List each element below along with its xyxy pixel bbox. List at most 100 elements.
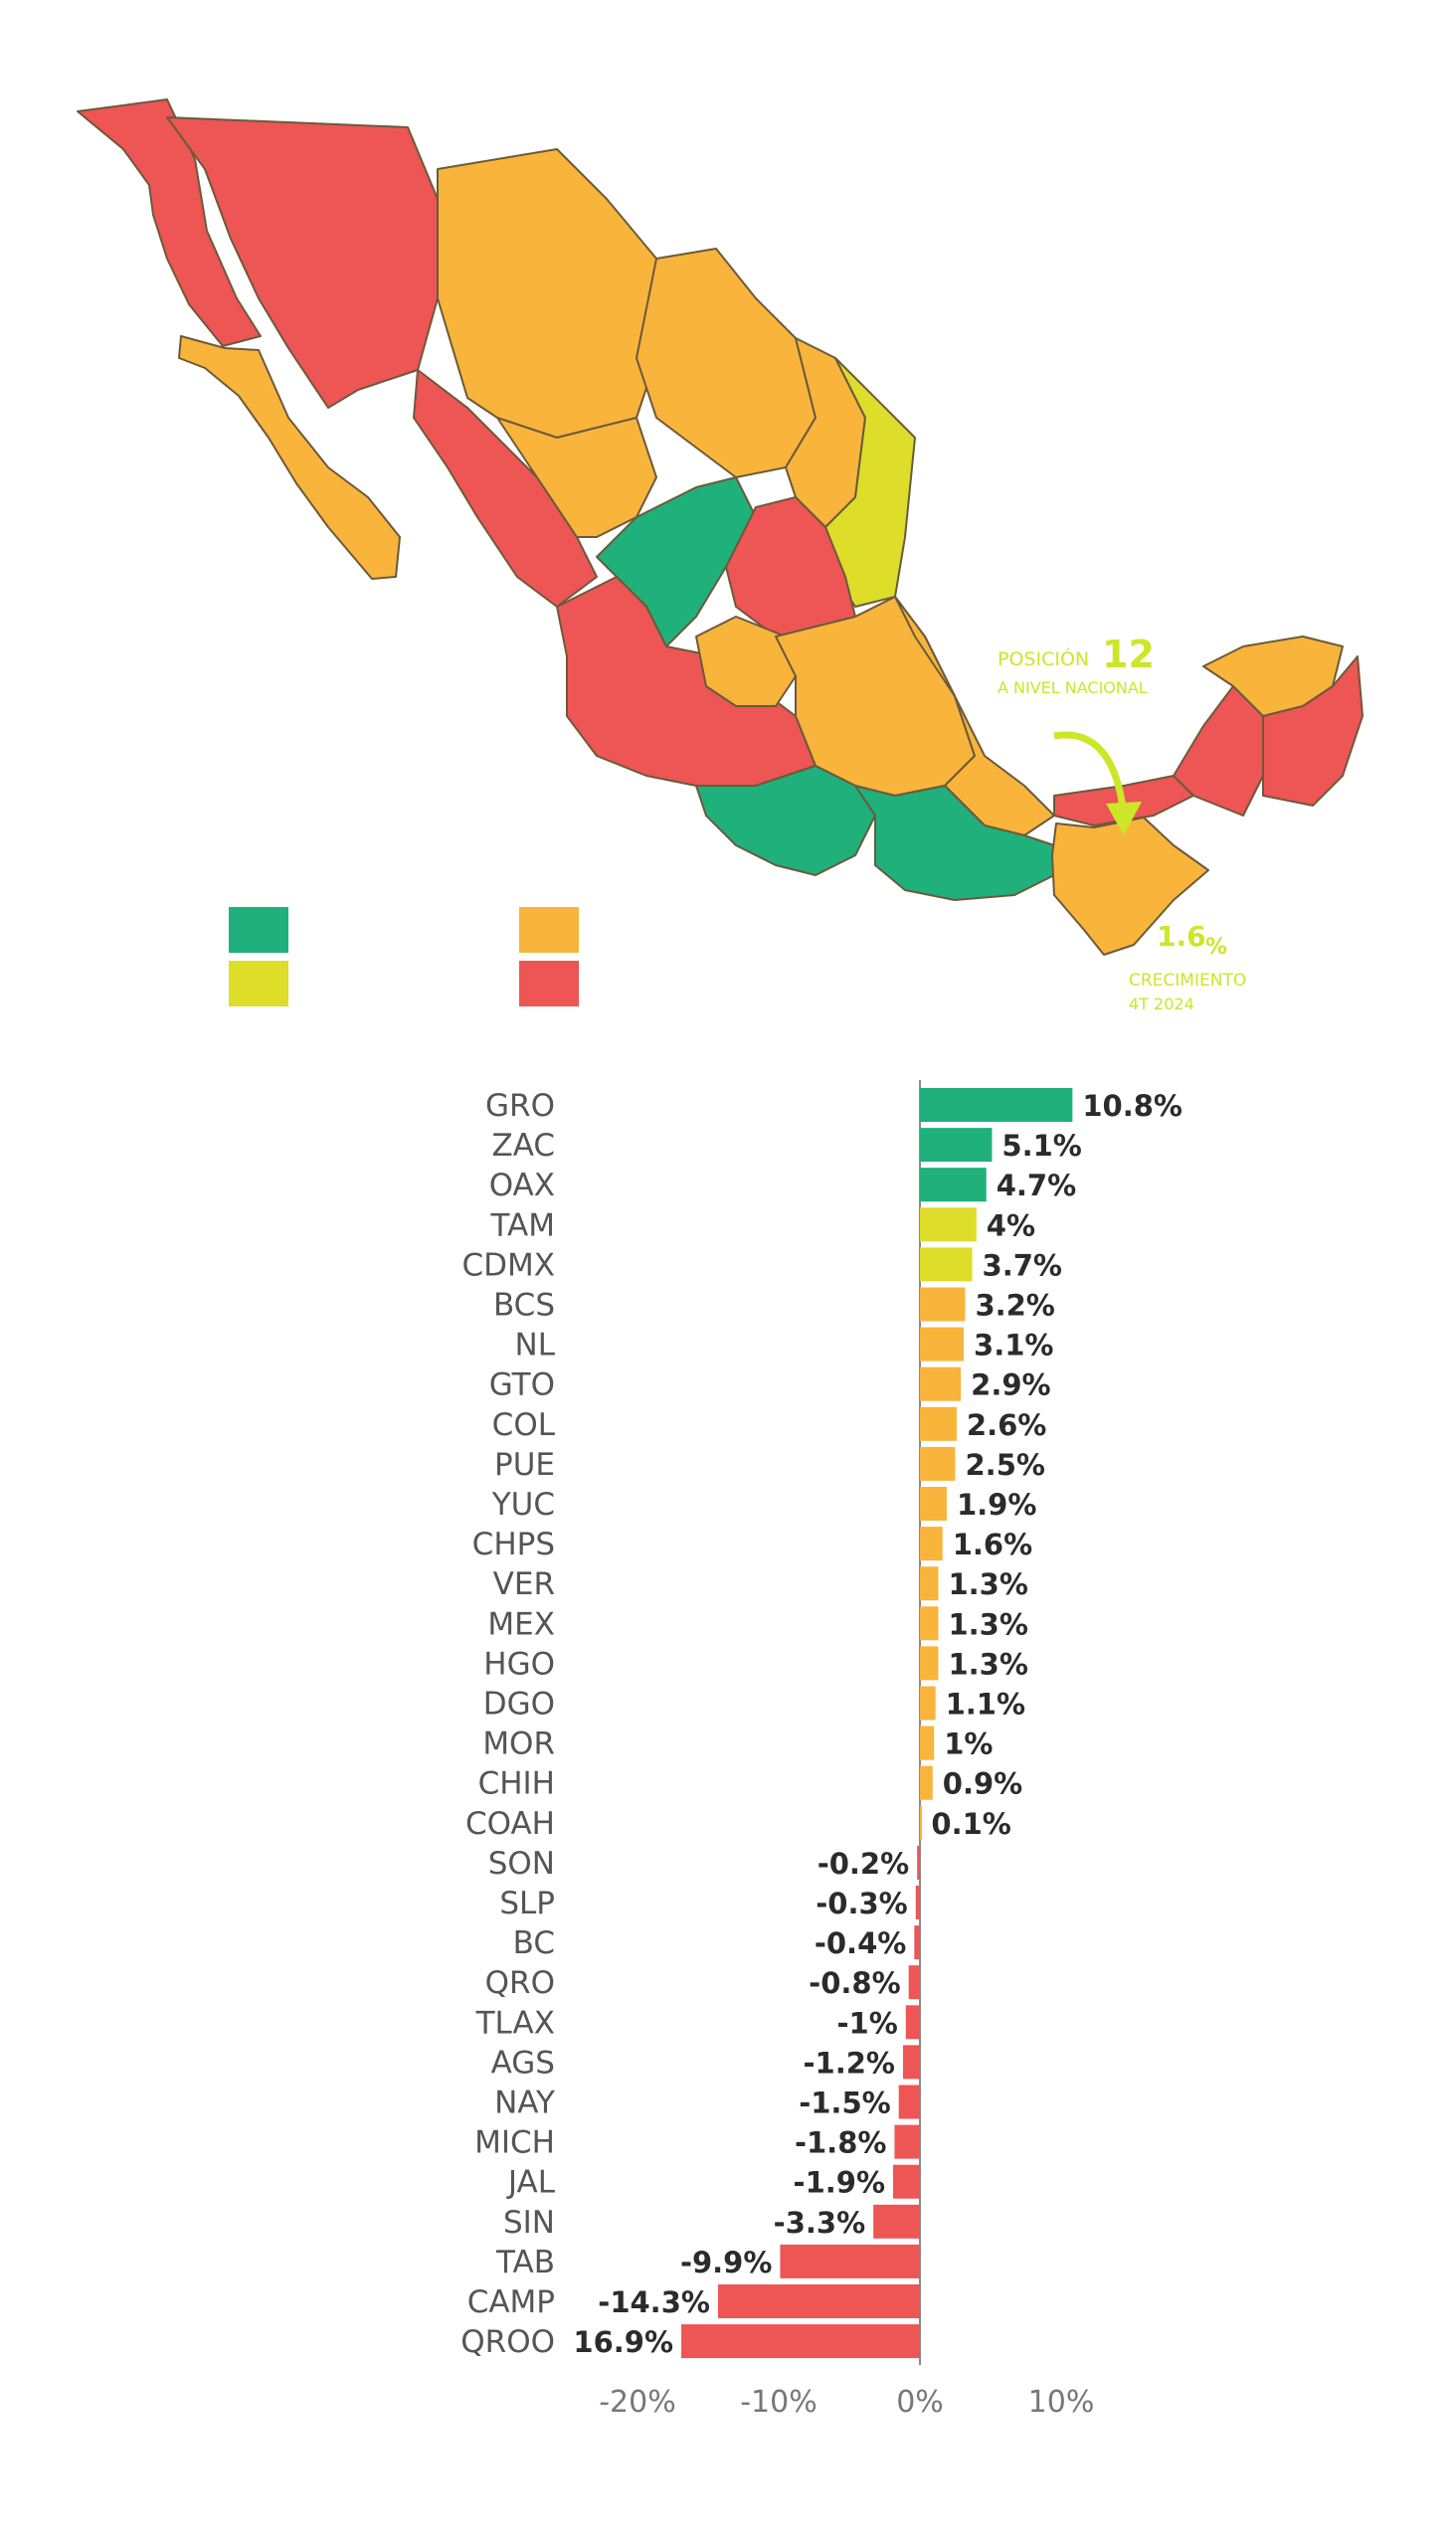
growth-unit: % — [1205, 935, 1228, 960]
value-label: 16.9% — [573, 2325, 673, 2359]
region-baja-california-sur — [178, 335, 401, 580]
bar — [780, 2244, 920, 2278]
category-label: VER — [493, 1566, 555, 1602]
bar — [920, 1168, 987, 1202]
category-label: COL — [492, 1407, 556, 1443]
legend-swatch-green — [229, 907, 288, 953]
category-label: MICH — [474, 2125, 555, 2161]
value-label: -3.3% — [774, 2206, 865, 2240]
value-label: 5.1% — [1001, 1129, 1081, 1163]
category-label: MOR — [482, 1727, 555, 1762]
x-tick-label: 0% — [896, 2385, 944, 2420]
category-label: SON — [488, 1846, 555, 1882]
value-label: -0.3% — [816, 1887, 907, 1920]
value-label: -1.2% — [803, 2046, 894, 2080]
bar — [920, 1446, 956, 1481]
value-label: 0.1% — [931, 1807, 1010, 1841]
legend-swatch-red — [519, 961, 579, 1006]
value-label: 3.2% — [975, 1289, 1054, 1323]
bar — [908, 1965, 920, 2000]
category-label: SIN — [503, 2205, 555, 2241]
category-label: AGS — [491, 2045, 555, 2081]
bar — [920, 1406, 957, 1441]
value-label: 3.1% — [974, 1329, 1053, 1363]
bar — [873, 2204, 920, 2239]
bar — [920, 1805, 922, 1840]
category-label: CHPS — [472, 1527, 555, 1562]
value-label: 1% — [944, 1728, 993, 1761]
value-label: 1.3% — [948, 1607, 1027, 1641]
value-label: -1.8% — [795, 2126, 886, 2160]
category-label: BCS — [493, 1288, 555, 1324]
value-label: 1.3% — [948, 1647, 1027, 1681]
bar — [914, 1925, 920, 1960]
category-label: CHIH — [478, 1766, 555, 1802]
bar — [920, 1646, 939, 1681]
value-label: 2.9% — [971, 1368, 1050, 1402]
category-label: QROO — [460, 2324, 555, 2360]
bar — [920, 1128, 993, 1163]
growth-value: 1.6 — [1157, 920, 1206, 953]
callout-arrowhead — [1106, 802, 1142, 835]
legend-swatch-orange — [519, 907, 579, 953]
bar — [894, 2124, 920, 2159]
category-label: JAL — [506, 2165, 556, 2201]
x-tick-label: -20% — [599, 2385, 676, 2420]
value-label: 4.7% — [997, 1169, 1076, 1202]
value-label: 1.1% — [946, 1688, 1025, 1722]
bar — [917, 1845, 920, 1880]
value-label: 3.7% — [983, 1248, 1062, 1282]
value-label: -14.3% — [598, 2285, 710, 2319]
value-label: -0.2% — [818, 1847, 909, 1881]
bar — [920, 1566, 939, 1601]
category-label: CDMX — [462, 1247, 556, 1283]
region-quintana-roo — [1262, 655, 1364, 807]
bar — [920, 1088, 1073, 1122]
growth-label-1: CRECIMIENTO — [1129, 971, 1247, 991]
bar — [902, 2045, 920, 2080]
category-label: CAMP — [467, 2284, 555, 2320]
bar — [920, 1606, 939, 1641]
posicion-value: 12 — [1102, 633, 1155, 676]
value-label: 2.6% — [967, 1408, 1046, 1442]
value-label: 1.6% — [953, 1528, 1032, 1561]
category-label: YUC — [491, 1487, 555, 1523]
category-label: BC — [513, 1925, 555, 1961]
category-label: HGO — [483, 1646, 555, 1682]
mexico-states-map — [77, 98, 1364, 956]
bar — [920, 1765, 933, 1800]
value-label: -1.9% — [794, 2166, 885, 2200]
category-label: SLP — [499, 1886, 555, 1921]
category-label: MEX — [487, 1606, 555, 1642]
region-zacatecas — [596, 476, 757, 647]
bar — [920, 1487, 947, 1521]
bar — [915, 1886, 920, 1919]
value-label: -9.9% — [680, 2246, 772, 2279]
bar — [905, 2005, 920, 2040]
bar — [920, 1527, 943, 1561]
x-tick-label: 10% — [1028, 2385, 1095, 2420]
value-label: -1.5% — [799, 2087, 890, 2120]
region-tamaulipas — [824, 357, 916, 608]
region-chiapas — [1051, 817, 1209, 956]
region-coahuila — [636, 248, 817, 478]
value-label: 10.8% — [1082, 1089, 1183, 1123]
category-label: DGO — [483, 1687, 555, 1723]
region-sonora — [166, 116, 439, 409]
bar — [920, 1686, 936, 1721]
bar — [920, 1366, 962, 1401]
growth-bar-chart: GRO 10.8% ZAC 5.1% OAX 4.7% TAM 4% CDMX 3.7% BCS 3.… — [460, 1080, 1183, 2420]
category-label: TAM — [490, 1207, 555, 1243]
category-label: TAB — [495, 2245, 555, 2280]
bar — [898, 2085, 920, 2119]
growth-label-2: 4T 2024 — [1129, 995, 1194, 1013]
category-label: ZAC — [491, 1128, 555, 1164]
bar — [920, 1327, 965, 1362]
posicion-label: POSICIÓN — [998, 648, 1090, 670]
value-label: -1% — [837, 2006, 898, 2040]
bar — [920, 1207, 977, 1242]
category-label: COAH — [465, 1806, 555, 1842]
bar — [717, 2284, 920, 2318]
category-label: QRO — [485, 1965, 555, 2001]
callout-arrow — [1053, 731, 1128, 817]
